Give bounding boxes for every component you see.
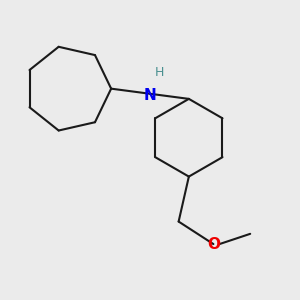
Text: O: O: [207, 237, 220, 252]
Text: H: H: [154, 66, 164, 79]
Text: N: N: [144, 88, 156, 103]
